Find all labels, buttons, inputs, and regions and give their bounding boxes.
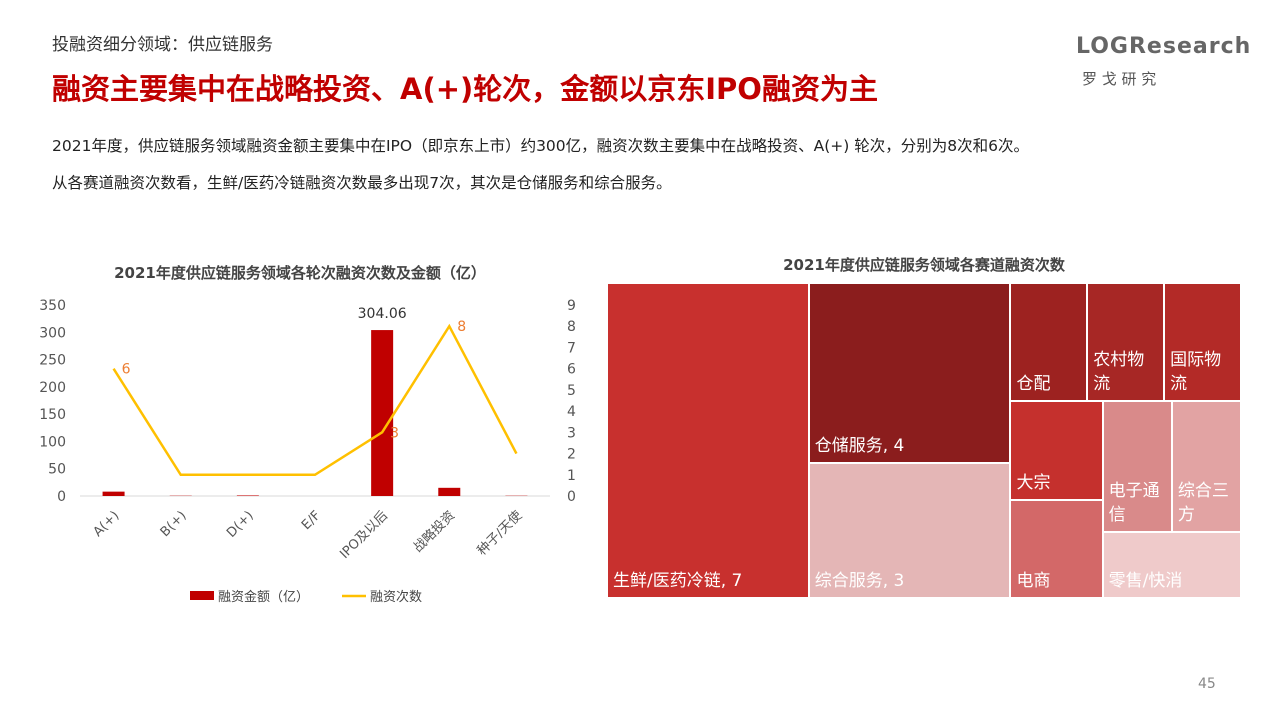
x-tick-label: E/F [299, 508, 324, 533]
treemap-title: 2021年度供应链服务领域各赛道融资次数 [783, 256, 1065, 274]
y-tick-label: 100 [39, 434, 66, 450]
section-label: 投融资细分领域：供应链服务 [52, 35, 273, 55]
y-tick-label: 50 [48, 462, 66, 478]
bar [102, 491, 125, 496]
legend-swatch [190, 591, 214, 600]
y-tick-label: 350 [39, 298, 66, 314]
body-text: 2021年度，供应链服务领域融资金额主要集中在IPO（即京东上市）约300亿，融… [52, 137, 1029, 155]
treemap-cell: 仓储服务, 4 [808, 283, 1011, 463]
bar [438, 487, 461, 496]
treemap-cell: 综合服务, 3 [808, 463, 1011, 598]
treemap-cell: 综合三方 [1171, 401, 1241, 533]
y-tick-label: 300 [39, 325, 66, 341]
x-tick-label: B(+) [158, 508, 190, 540]
x-tick-label: 战略投资 [410, 508, 458, 556]
y2-tick-label: 6 [567, 362, 576, 378]
logo-subtitle: 罗 戈 研 究 [1082, 70, 1157, 88]
legend-label: 融资金额（亿） [218, 589, 309, 605]
y2-tick-label: 0 [567, 489, 576, 505]
treemap-cell: 零售/快消 [1102, 532, 1241, 598]
treemap-cell: 农村物流 [1087, 283, 1165, 402]
bar [236, 495, 259, 496]
treemap-cell: 国际物流 [1164, 283, 1241, 402]
cell-label: 零售/快消 [1108, 571, 1183, 591]
treemap-cell: 电子通信 [1102, 401, 1172, 533]
cell-label: 仓储服务, 4 [814, 436, 905, 456]
x-tick-label: 种子/天使 [474, 508, 525, 559]
data-label: 6 [122, 362, 131, 378]
x-tick-label: D(+) [224, 508, 257, 541]
x-tick-label: IPO及以后 [337, 508, 391, 562]
legend-label: 融资次数 [370, 589, 422, 605]
logo: LOGResearch [1076, 34, 1252, 59]
bar [371, 330, 394, 496]
treemap: 生鲜/医药冷链, 7 仓储服务, 4 综合服务, 3 仓配 农村物流 国际物流大宗电商 电子… [607, 283, 1241, 598]
y-tick-label: 150 [39, 407, 66, 423]
y2-tick-label: 8 [567, 319, 576, 335]
y2-tick-label: 7 [567, 340, 576, 356]
cell-label: 国际物流 [1170, 350, 1222, 395]
treemap-cell: 大宗 [1010, 401, 1103, 500]
y2-tick-label: 9 [567, 298, 576, 314]
cell-label: 电商 [1016, 571, 1051, 591]
page-number: 45 [1198, 676, 1216, 692]
y2-tick-label: 5 [567, 383, 576, 399]
x-tick-label: A(+) [91, 508, 123, 540]
cell-label: 仓配 [1016, 374, 1051, 395]
data-label: 304.06 [358, 306, 407, 322]
cell-label: 农村物流 [1093, 350, 1145, 395]
slide-title: 融资主要集中在战略投资、A(+)轮次，金额以京东IPO融资为主 [52, 72, 878, 106]
body-text: 从各赛道融资次数看，生鲜/医药冷链融资次数最多出现7次，其次是仓储服务和综合服务… [52, 174, 672, 192]
y2-tick-label: 4 [567, 404, 576, 420]
treemap-cell: 仓配 [1010, 283, 1088, 402]
y2-tick-label: 1 [567, 468, 576, 484]
cell-label: 综合三方 [1177, 481, 1229, 526]
y2-tick-label: 2 [567, 447, 576, 463]
cell-label: 生鲜/医药冷链, 7 [613, 571, 743, 591]
chart-title: 2021年度供应链服务领域各轮次融资次数及金额（亿） [114, 264, 486, 282]
y-tick-label: 250 [39, 353, 66, 369]
treemap-cell: 生鲜/医药冷链, 7 [607, 283, 809, 598]
data-label: 3 [390, 425, 399, 441]
y2-tick-label: 3 [567, 425, 576, 441]
cell-label: 综合服务, 3 [814, 571, 905, 591]
line [112, 323, 518, 477]
combo-chart: 2021年度供应链服务领域各轮次融资次数及金额（亿）05010015020025… [39, 264, 576, 605]
cell-label: 大宗 [1016, 472, 1051, 493]
cell-label: 电子通信 [1108, 481, 1160, 526]
y-tick-label: 0 [57, 489, 66, 505]
treemap-cell: 电商 [1010, 499, 1103, 598]
data-label: 8 [457, 319, 466, 335]
y-tick-label: 200 [39, 380, 66, 396]
